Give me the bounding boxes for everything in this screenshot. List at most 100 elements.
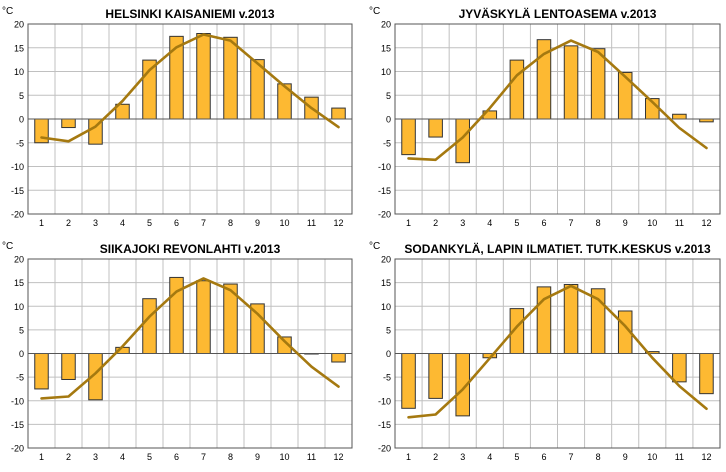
x-tick-label: 1 — [39, 452, 44, 462]
y-tick-label: -15 — [11, 186, 24, 196]
y-tick-label: 10 — [381, 302, 391, 312]
x-tick-label: 4 — [120, 452, 125, 462]
y-tick-label: -20 — [11, 210, 24, 220]
x-tick-label: 6 — [174, 218, 179, 228]
y-tick-label: 20 — [14, 255, 24, 265]
x-tick-label: 5 — [147, 452, 152, 462]
x-tick-label: 5 — [514, 452, 519, 462]
x-tick-label: 5 — [147, 218, 152, 228]
y-tick-label: -15 — [11, 420, 24, 430]
x-tick-label: 7 — [569, 452, 574, 462]
y-tick-label: 10 — [14, 67, 24, 77]
x-tick-label: 12 — [333, 218, 343, 228]
y-tick-label: -15 — [378, 420, 391, 430]
y-tick-label: -5 — [16, 373, 24, 383]
x-tick-label: 11 — [307, 452, 316, 462]
chart-title: HELSINKI KAISANIEMI v.2013 — [105, 7, 274, 21]
x-tick-label: 4 — [120, 218, 125, 228]
bar-month-7 — [196, 33, 211, 120]
x-tick-label: 7 — [201, 218, 206, 228]
x-tick-label: 3 — [93, 452, 98, 462]
x-tick-label: 12 — [701, 452, 711, 462]
x-tick-label: 11 — [675, 218, 684, 228]
bar-month-11 — [672, 353, 687, 383]
y-tick-label: -20 — [378, 210, 391, 220]
y-tick-label: -20 — [11, 444, 24, 454]
y-tick-label: 15 — [14, 43, 24, 53]
bar-month-8 — [590, 48, 606, 120]
bar-month-7 — [563, 284, 579, 355]
x-tick-label: 10 — [647, 452, 657, 462]
x-tick-label: 8 — [228, 452, 233, 462]
x-tick-label: 1 — [406, 452, 411, 462]
x-tick-label: 6 — [541, 218, 546, 228]
y-tick-label: 15 — [381, 278, 391, 288]
y-tick-label: 5 — [386, 91, 391, 101]
y-axis-unit-label: °C — [2, 6, 13, 17]
y-tick-label: 10 — [14, 302, 24, 312]
series-line — [40, 33, 340, 143]
x-tick-label: 1 — [406, 218, 411, 228]
x-tick-label: 4 — [487, 218, 492, 228]
y-tick-label: -10 — [11, 162, 24, 172]
bar-month-2 — [428, 353, 443, 399]
y-tick-label: -10 — [11, 396, 24, 406]
y-tick-label: -5 — [383, 138, 391, 148]
bar-month-8 — [223, 36, 238, 120]
y-axis-unit-label: °C — [2, 241, 13, 252]
y-tick-label: 15 — [381, 43, 391, 53]
x-tick-label: 10 — [647, 218, 657, 228]
y-tick-label: 0 — [19, 115, 24, 125]
y-tick-label: 0 — [19, 349, 24, 359]
x-tick-label: 7 — [201, 452, 206, 462]
bar-month-2 — [428, 118, 443, 138]
y-tick-label: 0 — [386, 349, 391, 359]
bar-month-12 — [331, 353, 346, 363]
x-tick-label: 8 — [596, 452, 601, 462]
x-tick-label: 2 — [66, 218, 71, 228]
series-line — [407, 39, 708, 162]
y-tick-label: 20 — [14, 20, 24, 30]
x-tick-label: 7 — [569, 218, 574, 228]
x-tick-label: 4 — [487, 452, 492, 462]
x-tick-label: 11 — [675, 452, 684, 462]
bar-month-11 — [672, 113, 687, 120]
y-axis-unit-label: °C — [369, 6, 380, 17]
x-tick-label: 9 — [623, 452, 628, 462]
x-tick-label: 8 — [596, 218, 601, 228]
x-tick-label: 9 — [255, 452, 260, 462]
y-tick-label: 10 — [381, 67, 391, 77]
x-tick-label: 11 — [307, 218, 316, 228]
y-tick-label: 5 — [19, 325, 24, 335]
y-axis-unit-label: °C — [369, 241, 380, 252]
x-tick-label: 10 — [279, 452, 289, 462]
x-tick-label: 9 — [623, 218, 628, 228]
y-tick-label: -5 — [383, 373, 391, 383]
x-tick-label: 6 — [541, 452, 546, 462]
chart-title: SODANKYLÄ, LAPIN ILMATIET. TUTK.KESKUS v… — [404, 241, 711, 256]
x-tick-label: 2 — [433, 452, 438, 462]
x-tick-label: 12 — [701, 218, 711, 228]
y-tick-label: -15 — [378, 186, 391, 196]
y-tick-label: -20 — [378, 444, 391, 454]
y-tick-label: 5 — [386, 325, 391, 335]
y-tick-label: -5 — [16, 138, 24, 148]
x-tick-label: 1 — [39, 218, 44, 228]
bar-month-1 — [401, 118, 416, 156]
x-tick-label: 12 — [333, 452, 343, 462]
y-tick-label: -10 — [378, 162, 391, 172]
y-tick-label: -10 — [378, 396, 391, 406]
bar-month-7 — [563, 45, 579, 120]
x-tick-label: 9 — [255, 218, 260, 228]
x-tick-label: 2 — [66, 452, 71, 462]
x-tick-label: 6 — [174, 452, 179, 462]
bar-month-5 — [142, 298, 157, 355]
x-tick-label: 8 — [228, 218, 233, 228]
y-tick-label: 20 — [381, 255, 391, 265]
bar-month-7 — [196, 280, 211, 354]
